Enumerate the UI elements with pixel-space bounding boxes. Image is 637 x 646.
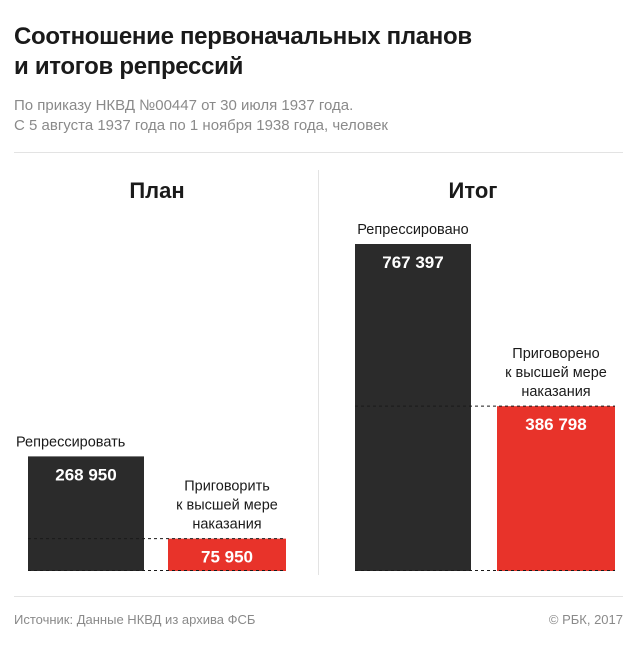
value-label: 75 950	[201, 548, 253, 567]
category-label: к высшей мере	[505, 365, 607, 381]
title-line-2: и итогов репрессий	[14, 53, 244, 80]
category-label: Репрессировано	[357, 222, 468, 238]
source-note: Источник: Данные НКВД из архива ФСБ	[14, 612, 256, 627]
category-label: наказания	[192, 517, 261, 533]
chart-title: Соотношение первоначальных планов и итог…	[14, 22, 614, 82]
category-label: Репрессировать	[16, 434, 125, 450]
panel-divider	[318, 170, 319, 575]
top-divider	[14, 152, 623, 153]
category-label: к высшей мере	[176, 498, 278, 514]
category-label: Приговорено	[512, 346, 599, 362]
subtitle-line-2: С 5 августа 1937 года по 1 ноября 1938 г…	[14, 117, 388, 134]
value-label: 268 950	[55, 465, 116, 484]
bar-result-repressed	[355, 244, 471, 571]
panel-title-plan: План	[129, 178, 185, 203]
bar-plan-executed	[168, 538, 286, 571]
category-label: Приговорить	[184, 479, 270, 495]
bottom-divider	[14, 596, 623, 597]
bar-plan-repressed	[28, 456, 144, 571]
title-line-1: Соотношение первоначальных планов	[14, 23, 472, 50]
subtitle-line-1: По приказу НКВД №00447 от 30 июля 1937 г…	[14, 97, 354, 114]
chart-subtitle: По приказу НКВД №00447 от 30 июля 1937 г…	[14, 96, 614, 136]
copyright: © РБК, 2017	[548, 612, 623, 627]
panel-title-result: Итог	[448, 178, 498, 203]
category-label: наказания	[521, 384, 590, 400]
bar-result-executed	[497, 406, 615, 571]
value-label: 767 397	[382, 253, 443, 272]
value-label: 386 798	[525, 415, 586, 434]
